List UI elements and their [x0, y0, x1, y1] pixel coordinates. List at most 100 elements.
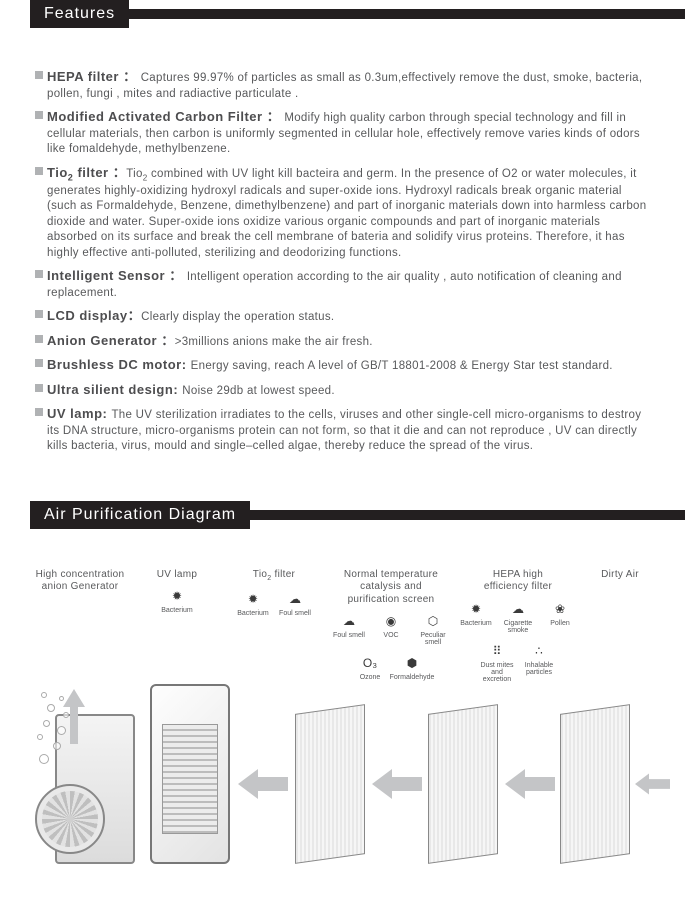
bullet-icon: [35, 167, 43, 175]
fan-icon: [35, 784, 105, 854]
feature-desc: The UV sterilization irradiates to the c…: [47, 409, 641, 452]
feature-title: Modified Activated Carbon Filter: [47, 109, 263, 124]
bullet-icon: [35, 384, 43, 392]
feature-title: Tio2 filter: [47, 165, 109, 180]
stage-icon-block: ✹ Bacterium: [236, 590, 270, 617]
bullet-icon: [35, 335, 43, 343]
bullet-icon: [35, 408, 43, 416]
feature-title: Anion Generator: [47, 333, 157, 348]
stage-icon-label: Bacterium: [237, 610, 269, 617]
feature-body: LCD display：Clearly display the operatio…: [47, 307, 650, 326]
icon-row: ✹ Bacterium ☁Foul smell: [224, 590, 324, 617]
feature-separator: :: [182, 357, 191, 372]
stage-icon-label: Bacterium: [460, 620, 492, 627]
diagram-title-tab: Air Purification Diagram: [30, 501, 250, 529]
purifier-grill: [162, 724, 218, 834]
stage-icon-block: ◉ VOC: [374, 612, 408, 646]
bullet-icon: [35, 310, 43, 318]
stage-icon: ⠿: [488, 642, 506, 660]
feature-body: Modified Activated Carbon Filter ： Modif…: [47, 108, 650, 158]
stage-icon: ❀: [551, 600, 569, 618]
stage-icon: ☁: [340, 612, 358, 630]
diagram-stage: HEPA highefficiency filter ✹ Bacterium ☁Cig…: [458, 569, 578, 683]
purifier-body: [150, 684, 230, 874]
bullet-icon: [35, 359, 43, 367]
stage-icon-block: ✹ Bacterium: [459, 600, 493, 634]
flow-arrow-icon: [505, 769, 555, 799]
feature-item: Ultra silient design: Noise 29db at lowe…: [35, 381, 650, 400]
feature-item: Modified Activated Carbon Filter ： Modif…: [35, 108, 650, 158]
feature-item: HEPA filter ： Captures 99.97% of particl…: [35, 68, 650, 102]
feature-separator: ：: [263, 109, 285, 124]
feature-title: Intelligent Sensor: [47, 268, 165, 283]
flow-arrow-icon: [238, 769, 288, 799]
feature-separator: :: [173, 382, 182, 397]
feature-separator: ：: [109, 165, 127, 180]
diagram-stage: High concentrationanion Generator: [30, 569, 130, 683]
stage-title: Tio2 filter: [224, 569, 324, 584]
feature-body: Ultra silient design: Noise 29db at lowe…: [47, 381, 650, 400]
stage-icon: ✹: [244, 590, 262, 608]
stage-icon-block: ∴ Inhalable particles: [522, 642, 556, 683]
diagram-stage: Tio2 filter ✹ Bacterium ☁Foul smell: [224, 569, 324, 683]
stage-icon: ∴: [530, 642, 548, 660]
flow-arrow-icon: [372, 769, 422, 799]
stage-icon-label: Inhalable particles: [522, 662, 556, 676]
feature-item: Tio2 filter ：Tio2 combined with UV light…: [35, 164, 650, 262]
air-purification-diagram: High concentrationanion Generator UV lamp…: [0, 569, 685, 899]
stage-title: UV lamp: [137, 569, 217, 582]
feature-body: HEPA filter ： Captures 99.97% of particl…: [47, 68, 650, 102]
stage-icon-block: ❀Pollen: [543, 600, 577, 634]
feature-item: UV lamp: The UV sterilization irradiates…: [35, 405, 650, 455]
feature-body: Anion Generator ：>3millions anions make …: [47, 332, 650, 351]
feature-title: Brushless DC motor: [47, 357, 182, 372]
feature-separator: ：: [165, 268, 187, 283]
stage-title: High concentrationanion Generator: [30, 569, 130, 594]
feature-title: LCD display: [47, 308, 128, 323]
feature-body: Tio2 filter ：Tio2 combined with UV light…: [47, 164, 650, 262]
stage-icon-label: VOC: [383, 632, 398, 639]
catalysis-filter-panel: [428, 704, 498, 864]
bullet-icon: [35, 71, 43, 79]
hepa-filter-panel: [560, 704, 630, 864]
feature-separator: ：: [128, 308, 142, 323]
feature-separator: ：: [157, 333, 175, 348]
feature-desc: Energy saving, reach A level of GB/T 188…: [191, 360, 613, 372]
stage-title: HEPA highefficiency filter: [458, 569, 578, 594]
stage-icon: ⬢: [403, 654, 421, 672]
stage-title: Dirty Air: [585, 569, 655, 582]
feature-desc: Noise 29db at lowest speed.: [182, 385, 335, 397]
upward-arrow-icon: [63, 689, 85, 744]
feature-item: Intelligent Sensor ： Intelligent operati…: [35, 267, 650, 301]
feature-body: UV lamp: The UV sterilization irradiates…: [47, 405, 650, 455]
stage-icon: ✹: [467, 600, 485, 618]
diagram-header: Air Purification Diagram: [30, 501, 685, 529]
features-title-tab: Features: [30, 0, 129, 28]
stage-icon-block: ☁Foul smell: [278, 590, 312, 617]
feature-title: Ultra silient design: [47, 382, 173, 397]
bullet-icon: [35, 270, 43, 278]
feature-item: LCD display：Clearly display the operatio…: [35, 307, 650, 326]
stage-icon-block: ⬡Peculiar smell: [416, 612, 450, 646]
bullet-icon: [35, 111, 43, 119]
feature-title: UV lamp: [47, 406, 103, 421]
stage-title: Normal temperaturecatalysis andpurificat…: [331, 569, 451, 607]
feature-desc: Clearly display the operation status.: [141, 311, 334, 323]
diagram-stage: Normal temperaturecatalysis andpurificat…: [331, 569, 451, 683]
feature-body: Brushless DC motor: Energy saving, reach…: [47, 356, 650, 375]
tio2-filter-panel: [295, 704, 365, 864]
stage-icon: ◉: [382, 612, 400, 630]
header-stripe: [129, 0, 685, 28]
flow-arrow-icon: [635, 769, 670, 799]
stage-icon-block: O₃Ozone: [353, 654, 387, 681]
stage-icon: ✹: [168, 587, 186, 605]
stage-icon-block: ⠿Dust mites and excretion: [480, 642, 514, 683]
stage-icon-label: Bacterium: [161, 607, 193, 614]
feature-separator: ：: [119, 69, 141, 84]
feature-desc: >3millions anions make the air fresh.: [175, 336, 373, 348]
stage-icon: ⬡: [424, 612, 442, 630]
stage-icon-block: ☁Cigarette smoke: [501, 600, 535, 634]
icon-row: ✹ Bacterium: [137, 587, 217, 614]
stage-icon: O₃: [361, 654, 379, 672]
header-stripe: [250, 501, 685, 529]
